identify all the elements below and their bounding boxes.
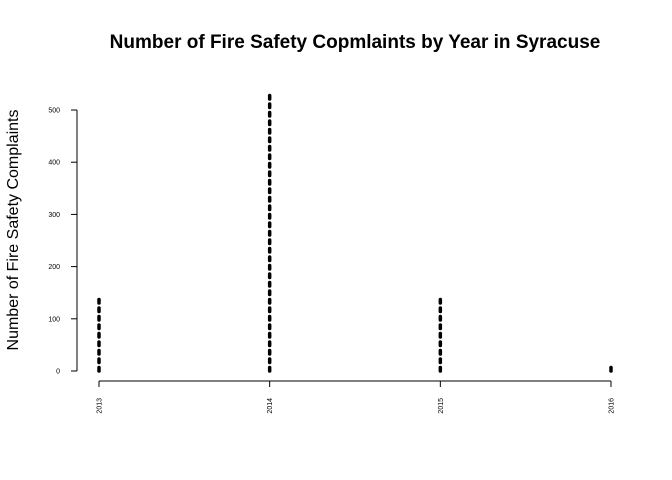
y-axis: 0 100 200 300 400 500 [48,108,78,376]
chart-title: Number of Fire Safety Copmlaints by Year… [110,32,601,53]
x-tick-label: 2016 [609,398,616,414]
y-tick-label: 100 [48,316,60,323]
y-tick-label: 300 [48,212,60,219]
x-tick-label: 2013 [97,398,104,414]
y-axis-title: Number of Fire Safety Complaints [5,110,22,351]
x-tick-label: 2015 [438,398,445,414]
y-tick-label: 500 [48,108,60,115]
y-tick-label: 400 [48,160,60,167]
y-tick-label: 0 [56,369,60,376]
y-tick-label: 200 [48,264,60,271]
x-tick-label: 2014 [267,398,274,414]
x-axis: 2013 2014 2015 2016 [97,380,616,414]
data-marks [97,89,613,373]
